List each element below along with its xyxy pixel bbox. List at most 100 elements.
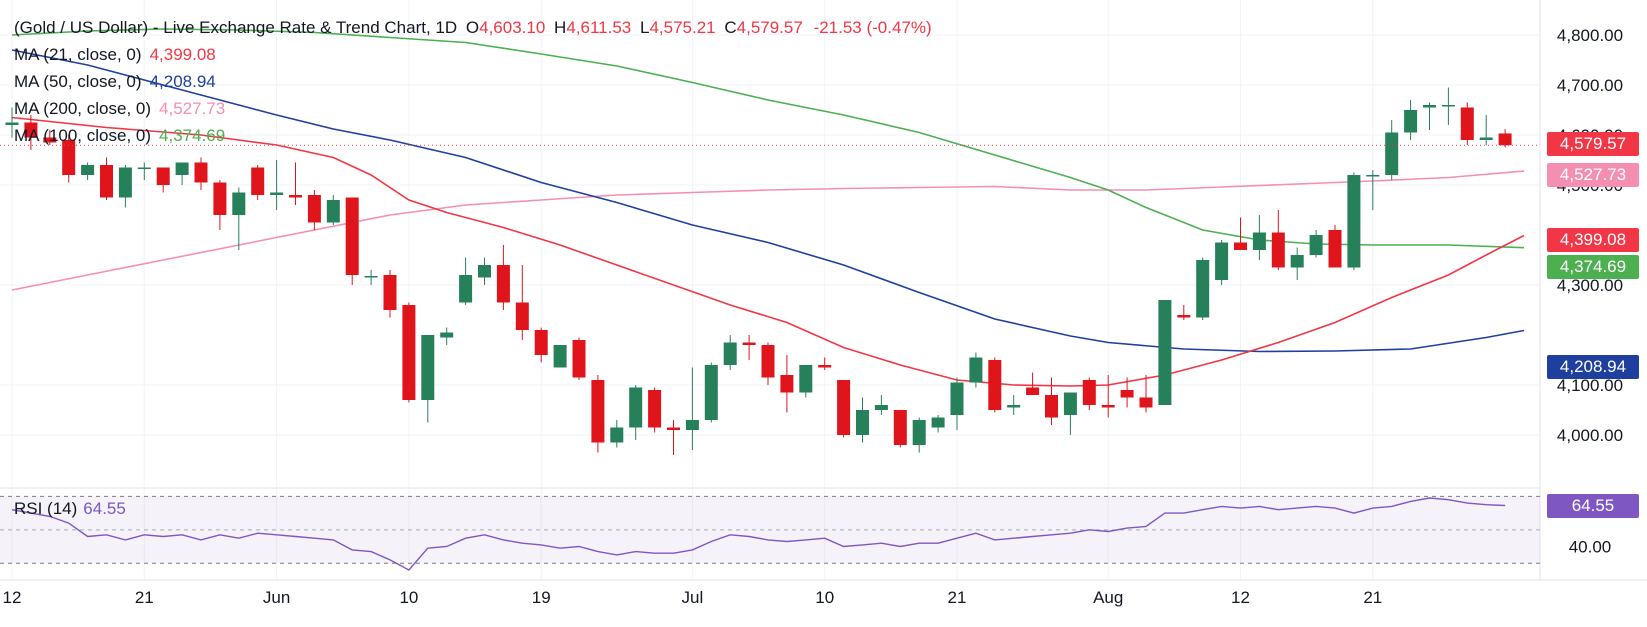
candle-body [1120,390,1134,398]
legend-ma21[interactable]: MA (21, close, 0) 4,399.08 [14,41,932,68]
ma100-value: 4,374.69 [159,126,226,145]
ma50-value: 4,208.94 [149,72,216,91]
low-value: 4,575.21 [649,18,716,37]
rsi-tick-label: 40.00 [1569,538,1612,557]
price-tick-label: 4,100.00 [1557,376,1623,395]
ma50-price-tag: 4,208.94 [1547,355,1639,379]
candle-body [43,137,57,143]
ma200-label: MA (200, close, 0) [14,99,152,118]
candle-body [1007,405,1021,408]
low-label: L [639,18,650,37]
time-tick-label: 21 [948,588,967,607]
candle-body [723,342,737,365]
candle-body [270,192,284,195]
ma21-label: MA (21, close, 0) [14,45,142,64]
candle-body [232,192,246,215]
open-label: O [465,18,480,37]
candle-body [761,345,775,378]
candle-body [648,390,662,428]
candle-body [1215,242,1229,280]
open-value: 4,603.10 [479,18,546,37]
ma100-price-tag: 4,374.69 [1547,255,1639,279]
ma200-line [11,170,1525,291]
ma21-value: 4,399.08 [149,45,216,64]
rsi-legend[interactable]: RSI (14) 64.55 [14,499,126,519]
ma21-price-tag: 4,399.08 [1547,228,1639,252]
candle-body [307,195,321,223]
candle-body [1366,175,1380,177]
candle-body [837,380,851,435]
candle-body [24,122,38,138]
ma200-price-tag: 4,527.73 [1547,163,1639,187]
candle-body [950,382,964,415]
candle-body [1347,175,1361,268]
legend-ma100[interactable]: MA (100, close, 0) 4,374.69 [14,122,932,149]
candle-body [553,345,567,368]
candle-body [1423,105,1436,108]
candle-body [799,365,813,393]
time-tick-label: 19 [532,588,551,607]
candle-body [856,410,869,435]
candle-body [685,420,699,430]
candle-body [893,410,907,445]
high-value: 4,611.53 [566,18,632,37]
ma50-label: MA (50, close, 0) [14,72,142,91]
candle-body [1196,260,1210,318]
legend-ma50[interactable]: MA (50, close, 0) 4,208.94 [14,68,932,95]
ma100-label: MA (100, close, 0) [14,126,152,145]
candle-body [1063,392,1077,415]
candle-body [912,420,926,445]
time-tick-label: 12 [3,588,22,607]
change-value: -21.53 (-0.47%) [813,18,932,37]
candle-body [1328,230,1342,268]
candle-body [1234,242,1247,250]
candle-body [251,167,265,195]
candle-body [478,265,491,278]
candle-body [118,167,132,198]
candle-body [62,140,76,175]
candle-body [100,165,113,198]
candle-body [496,265,510,303]
candle-body [1385,132,1399,175]
candle-body [969,357,983,383]
candle-body [345,197,359,275]
candle-body [1101,405,1115,408]
candle-body [1082,380,1096,405]
time-tick-label: 10 [815,588,834,607]
time-tick-label: Jun [263,588,290,607]
candle-body [1290,255,1304,268]
time-tick-label: 10 [399,588,418,607]
candle-body [1158,300,1172,405]
candle-body [1309,235,1323,255]
chart-legend: (Gold / US Dollar) - Live Exchange Rate … [14,14,932,149]
candle-body [780,375,794,393]
time-tick-label: Aug [1093,588,1123,607]
candle-body [1271,232,1285,268]
candle-body [988,360,1002,410]
time-tick-label: Jul [682,588,704,607]
candle-body [1026,387,1040,395]
candle-body [194,162,208,183]
rsi-label: RSI (14) [14,499,78,518]
time-tick-label: 21 [1363,588,1382,607]
candle-body [1177,315,1191,318]
candle-body [1045,395,1058,418]
candle-body [742,342,756,345]
candle-body [610,427,624,443]
last-price-tag: 4,579.57 [1547,132,1639,156]
candle-body [591,380,605,443]
price-tick-label: 4,000.00 [1557,426,1623,445]
ma21-line [11,116,1525,387]
candle-body [1479,137,1493,140]
candle-body [289,195,302,198]
legend-ma200[interactable]: MA (200, close, 0) 4,527.73 [14,95,932,122]
candle-body [1498,133,1512,146]
rsi-value-tag: 64.55 [1547,494,1639,518]
close-label: C [724,18,737,37]
candle-body [534,330,548,355]
candle-body [1441,105,1455,107]
candle-body [137,167,151,169]
price-tick-label: 4,300.00 [1557,276,1623,295]
candle-body [459,275,473,303]
